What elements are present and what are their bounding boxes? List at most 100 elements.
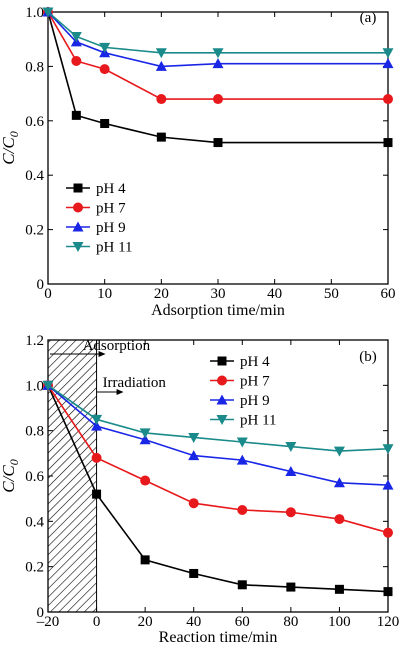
data-point [383, 138, 393, 148]
data-point [333, 477, 345, 488]
data-point [213, 94, 223, 105]
y-tick-label: 0.8 [25, 59, 44, 75]
data-point [286, 582, 296, 592]
data-point [383, 527, 393, 538]
data-point [237, 580, 247, 590]
y-tick-label: 0.4 [25, 168, 44, 184]
data-point [156, 94, 167, 105]
x-tick-label: 30 [211, 286, 226, 302]
legend-label: pH 7 [96, 201, 126, 217]
data-point [383, 94, 393, 105]
data-point [140, 475, 151, 486]
legend-marker [72, 221, 84, 232]
x-tick-label: 50 [324, 286, 339, 302]
x-tick-label: 0 [44, 286, 52, 302]
legend-marker [72, 242, 84, 252]
legend-label: pH 7 [240, 374, 270, 390]
data-point [189, 568, 199, 578]
y-tick-label: 1.0 [25, 5, 44, 21]
annotation-adsorption: Adsorption [83, 338, 151, 354]
y-tick-label: 0 [37, 605, 45, 621]
data-point [212, 48, 224, 59]
data-point [92, 489, 102, 499]
y-tick-label: 0.8 [25, 424, 44, 440]
data-point [236, 454, 248, 465]
data-point [70, 31, 82, 42]
legend-marker [73, 202, 83, 213]
legend-marker [217, 356, 227, 366]
y-tick-label: 0.2 [25, 560, 44, 576]
data-point [188, 450, 200, 461]
x-axis-label: Reaction time/min [159, 629, 278, 646]
legend-marker [216, 415, 228, 425]
data-point [333, 446, 345, 457]
legend-label: pH 9 [240, 393, 270, 409]
data-point [188, 432, 200, 443]
data-point [71, 110, 81, 120]
data-point [99, 42, 111, 53]
x-tick-label: 20 [138, 614, 153, 630]
data-point [334, 514, 345, 525]
data-point [334, 584, 344, 594]
data-point [139, 434, 151, 445]
data-point [236, 437, 248, 448]
x-tick-label: –20 [36, 614, 60, 630]
y-tick-label: 1.2 [25, 333, 44, 349]
data-point [382, 479, 394, 490]
series-line [47, 11, 388, 100]
y-tick-label: 0.6 [25, 114, 44, 130]
legend-label: pH 4 [240, 354, 270, 370]
legend-label: pH 4 [96, 181, 126, 197]
data-point [139, 428, 151, 439]
x-tick-label: 60 [235, 614, 250, 630]
data-point [155, 60, 167, 71]
x-tick-label: 120 [377, 614, 400, 630]
y-tick-label: 0.4 [25, 514, 44, 530]
series-line [47, 11, 388, 144]
data-point [285, 442, 297, 453]
x-tick-label: 80 [283, 614, 298, 630]
data-point [285, 507, 296, 518]
y-tick-label: 1.0 [25, 378, 44, 394]
x-tick-label: 100 [328, 614, 351, 630]
y-tick-label: 0.2 [25, 223, 44, 239]
x-tick-label: 10 [97, 286, 112, 302]
series-line [47, 384, 389, 486]
data-point [100, 119, 110, 129]
y-tick-label: 0 [37, 277, 45, 293]
data-point [91, 420, 103, 431]
irradiation-arrowhead [116, 389, 124, 395]
data-point [91, 414, 103, 425]
series-line [47, 384, 389, 534]
y-axis-label: C/C0 [0, 131, 21, 164]
panel-label-a: (a) [360, 10, 377, 26]
y-tick-label: 0.6 [25, 469, 44, 485]
y-axis-label: C/C0 [0, 459, 21, 492]
series-line [47, 11, 388, 54]
x-axis-label: Adsorption time/min [151, 302, 285, 319]
legend-label: pH 11 [240, 413, 277, 429]
series-line [47, 385, 389, 593]
x-tick-label: 60 [381, 286, 396, 302]
data-point [188, 498, 199, 509]
data-point [212, 58, 224, 69]
legend-label: pH 9 [96, 220, 126, 236]
data-point [382, 444, 394, 455]
data-point [140, 555, 150, 565]
legend-marker [73, 183, 83, 193]
data-point [42, 7, 54, 18]
series-line [47, 11, 388, 68]
data-point [155, 48, 167, 59]
data-point [382, 48, 394, 59]
annotation-irradiation: Irradiation [103, 375, 167, 391]
data-point [285, 465, 297, 476]
x-tick-label: 40 [267, 286, 282, 302]
data-point [237, 505, 248, 515]
legend-label: pH 11 [96, 240, 133, 256]
panel-label-b: (b) [359, 349, 377, 365]
x-tick-label: 40 [186, 614, 201, 630]
data-point [383, 587, 393, 597]
data-point [99, 64, 110, 75]
